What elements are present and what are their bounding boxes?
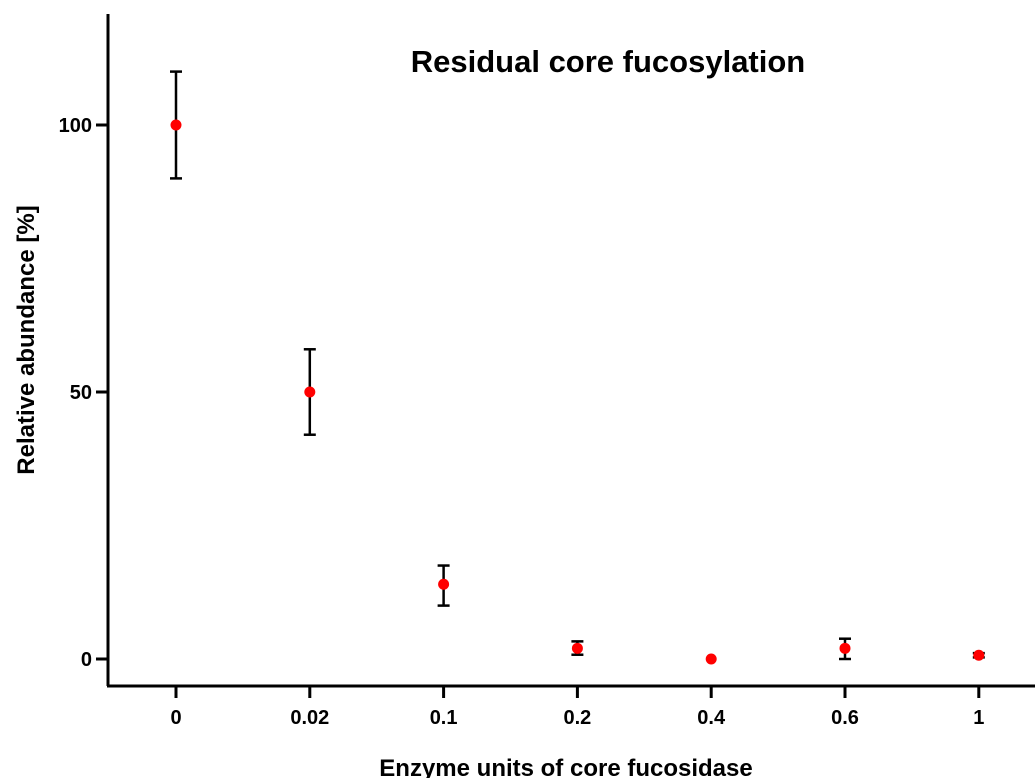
y-tick-label: 100 (59, 115, 92, 137)
data-point (170, 119, 182, 131)
data-points (170, 119, 985, 665)
data-point (973, 649, 985, 661)
y-tick-label: 50 (70, 382, 92, 404)
x-tick-label: 0.2 (563, 707, 591, 729)
x-tick-label: 0.02 (290, 707, 329, 729)
data-point (438, 578, 450, 590)
chart-title: Residual core fucosylation (411, 44, 806, 79)
x-tick-label: 1 (973, 707, 984, 729)
data-point (304, 386, 316, 398)
x-axis-label: Enzyme units of core fucosidase (379, 755, 752, 778)
data-point (705, 653, 717, 665)
y-tick-label: 0 (81, 649, 92, 671)
x-tick-label: 0 (170, 707, 181, 729)
data-point (571, 642, 583, 654)
x-tick-label: 0.1 (430, 707, 458, 729)
x-tick-label: 0.6 (831, 707, 859, 729)
data-point (839, 642, 851, 654)
x-ticks: 0 0.02 0.1 0.2 0.4 0.6 1 (170, 686, 984, 729)
x-tick-label: 0.4 (697, 707, 726, 729)
error-bars (170, 70, 985, 661)
y-axis-label: Relative abundance [%] (13, 205, 40, 474)
axes (106, 14, 1035, 688)
y-ticks: 0 50 100 (59, 115, 108, 671)
